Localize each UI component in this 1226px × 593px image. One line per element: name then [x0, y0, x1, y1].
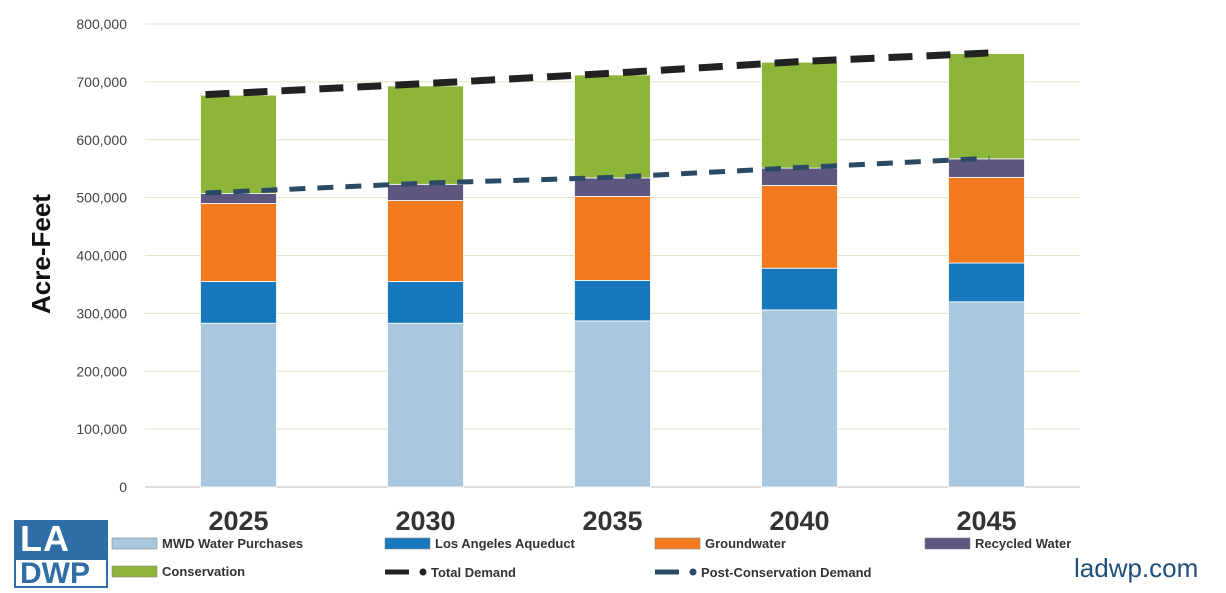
- legend-label: MWD Water Purchases: [162, 536, 303, 551]
- y-tick-label: 400,000: [76, 248, 127, 264]
- x-tick-label: 2045: [956, 506, 1016, 536]
- website-label: ladwp.com: [1074, 553, 1199, 583]
- legend-label: Conservation: [162, 564, 245, 579]
- bar-segment-groundwater: [387, 200, 464, 282]
- y-axis-ticks: 0 100,000 200,000 300,000 400,000 500,000 600,…: [76, 16, 127, 495]
- demand-lines: [205, 49, 990, 196]
- bar-segment-mwd-water-purchases: [200, 322, 277, 488]
- bar-segment-groundwater: [574, 196, 651, 281]
- y-tick-label: 800,000: [76, 16, 127, 32]
- bar-segment-los-angeles-aqueduct: [574, 279, 651, 322]
- legend-swatch: [924, 537, 971, 550]
- ladwp-logo: LA DWP: [14, 518, 108, 590]
- legend-label: Groundwater: [705, 536, 786, 551]
- bar-segment-groundwater: [761, 185, 838, 269]
- legend-swatch: [654, 537, 701, 550]
- bar-segment-los-angeles-aqueduct: [387, 281, 464, 324]
- bar-segment-mwd-water-purchases: [574, 320, 651, 488]
- bar-segment-mwd-water-purchases: [761, 309, 838, 488]
- x-tick-label: 2025: [208, 506, 268, 536]
- bar-segment-conservation: [761, 61, 838, 169]
- bar-segment-conservation: [948, 53, 1025, 160]
- bar-segment-los-angeles-aqueduct: [200, 281, 277, 324]
- y-tick-label: 500,000: [76, 190, 127, 206]
- bar-segment-recycled-water: [574, 177, 651, 197]
- legend-swatch: [384, 537, 431, 550]
- x-tick-label: 2035: [582, 506, 642, 536]
- bar-segment-conservation: [574, 74, 651, 179]
- y-tick-label: 0: [119, 479, 127, 495]
- bar-segment-recycled-water: [387, 183, 464, 201]
- y-tick-label: 100,000: [76, 421, 127, 437]
- legend-swatch: [111, 565, 158, 578]
- logo-la-text: LA: [20, 518, 70, 559]
- legend-label: Total Demand: [431, 565, 516, 580]
- bar-segment-groundwater: [948, 176, 1025, 264]
- legend-label: Post-Conservation Demand: [701, 565, 872, 580]
- bar-segment-mwd-water-purchases: [387, 322, 464, 488]
- y-tick-label: 200,000: [76, 363, 127, 379]
- bar-segment-conservation: [200, 94, 277, 194]
- bar-segment-groundwater: [200, 203, 277, 282]
- logo-dwp-text: DWP: [20, 557, 90, 590]
- legend-label: Los Angeles Aqueduct: [435, 536, 576, 551]
- legend-swatch: [689, 568, 697, 576]
- y-axis-label: Acre-Feet: [26, 194, 56, 314]
- bar-segment-recycled-water: [948, 158, 1025, 178]
- line-total-demand: [205, 49, 990, 99]
- x-axis-labels: 2025 2030 2035 2040 2045: [208, 506, 1016, 536]
- line-post-conservation-demand: [205, 155, 990, 196]
- legend-swatch: [111, 537, 158, 550]
- legend-label: Recycled Water: [975, 536, 1071, 551]
- bar-segment-los-angeles-aqueduct: [948, 262, 1025, 303]
- bar-segment-conservation: [387, 85, 464, 185]
- y-tick-label: 700,000: [76, 74, 127, 90]
- y-tick-label: 600,000: [76, 132, 127, 148]
- x-tick-label: 2040: [769, 506, 829, 536]
- legend-swatch: [419, 568, 427, 576]
- legend: MWD Water Purchases Los Angeles Aqueduct G…: [111, 536, 1071, 580]
- x-tick-label: 2030: [395, 506, 455, 536]
- bar-segment-los-angeles-aqueduct: [761, 267, 838, 311]
- bars: [200, 53, 1025, 488]
- y-tick-label: 300,000: [76, 305, 127, 321]
- bar-segment-mwd-water-purchases: [948, 301, 1025, 488]
